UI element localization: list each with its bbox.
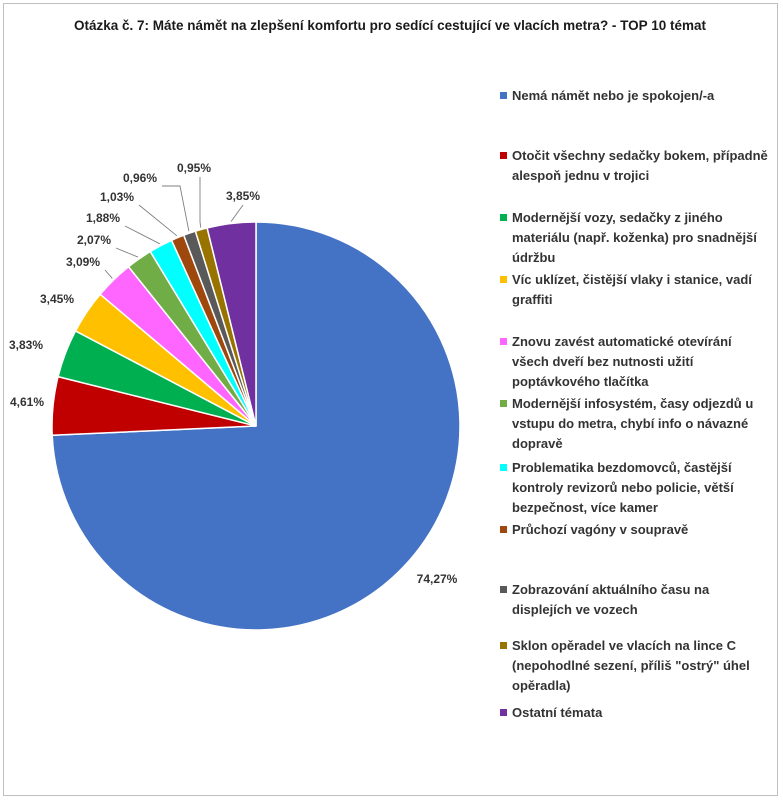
legend-label-3: Víc uklízet, čistější vlaky i stanice, v…	[512, 272, 752, 307]
data-label-8: 0,96%	[123, 171, 157, 185]
data-label-2: 3,83%	[9, 338, 43, 352]
legend-label-9: Sklon opěradel ve vlacích na lince C (ne…	[512, 638, 750, 693]
legend-swatch-2	[500, 214, 507, 221]
legend-label-7: Průchozí vagóny v soupravě	[512, 522, 689, 537]
leader-line-8	[162, 185, 190, 232]
legend-item-10: Ostatní témata	[500, 703, 772, 723]
legend-item-9: Sklon opěradel ve vlacích na lince C (ne…	[500, 636, 772, 696]
legend-swatch-1	[500, 152, 507, 159]
legend-item-5: Modernější infosystém, časy odjezdů u vs…	[500, 394, 772, 454]
legend-item-7: Průchozí vagóny v soupravě	[500, 520, 772, 540]
legend-item-0: Nemá námět nebo je spokojen/-a	[500, 86, 772, 106]
legend-item-2: Modernější vozy, sedačky z jiného materi…	[500, 208, 772, 268]
legend-item-3: Víc uklízet, čistější vlaky i stanice, v…	[500, 270, 772, 310]
legend-item-6: Problematika bezdomovců, častější kontro…	[500, 458, 772, 518]
legend-label-2: Modernější vozy, sedačky z jiného materi…	[512, 210, 757, 265]
legend-swatch-8	[500, 586, 507, 593]
legend-swatch-4	[500, 338, 507, 345]
legend-swatch-9	[500, 642, 507, 649]
legend-swatch-10	[500, 709, 507, 716]
data-label-6: 1,88%	[86, 211, 120, 225]
legend-item-1: Otočit všechny sedačky bokem, případně a…	[500, 146, 772, 186]
legend-label-0: Nemá námět nebo je spokojen/-a	[512, 88, 715, 103]
data-label-10: 3,85%	[226, 189, 260, 203]
data-label-1: 4,61%	[10, 395, 44, 409]
legend-item-4: Znovu zavést automatické otevírání všech…	[500, 332, 772, 392]
leader-line-7	[138, 204, 178, 237]
data-label-4: 3,09%	[66, 255, 100, 269]
pie-slice-10	[206, 221, 257, 427]
legend-label-5: Modernější infosystém, časy odjezdů u vs…	[512, 396, 754, 451]
leader-line-10	[230, 204, 244, 222]
data-label-9: 0,95%	[177, 161, 211, 175]
legend-label-6: Problematika bezdomovců, častější kontro…	[512, 460, 734, 515]
legend-swatch-7	[500, 526, 507, 533]
data-label-3: 3,45%	[40, 292, 74, 306]
leader-line-9	[199, 177, 202, 228]
chart-title: Otázka č. 7: Máte námět na zlepšení komf…	[74, 18, 706, 33]
leader-line-5	[115, 247, 139, 258]
legend-label-8: Zobrazování aktuálního času na displejíc…	[512, 582, 710, 617]
legend-item-8: Zobrazování aktuálního času na displejíc…	[500, 580, 772, 620]
legend-label-4: Znovu zavést automatické otevírání všech…	[512, 334, 732, 389]
data-label-5: 2,07%	[77, 233, 111, 247]
data-label-7: 1,03%	[100, 190, 134, 204]
legend-swatch-6	[500, 464, 507, 471]
data-label-0: 74,27%	[417, 572, 458, 586]
legend-label-1: Otočit všechny sedačky bokem, případně a…	[512, 148, 768, 183]
legend-swatch-0	[500, 92, 507, 99]
legend-swatch-3	[500, 276, 507, 283]
legend-label-10: Ostatní témata	[512, 705, 603, 720]
leader-line-6	[124, 225, 161, 245]
legend-swatch-5	[500, 400, 507, 407]
leader-line-4	[104, 269, 113, 279]
